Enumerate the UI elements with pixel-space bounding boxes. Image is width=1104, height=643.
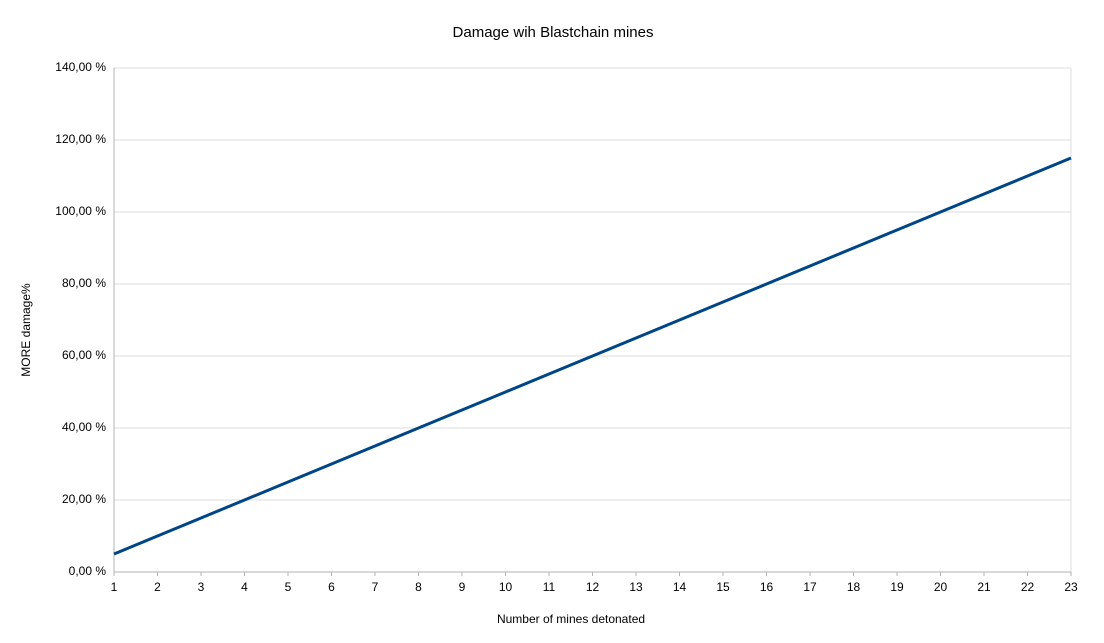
x-tick-label: 18 [847,580,861,594]
x-tick-label: 22 [1021,580,1035,594]
x-tick-label: 10 [499,580,513,594]
x-tick-label: 15 [716,580,730,594]
x-tick-label: 14 [673,580,687,594]
x-tick-label: 11 [543,580,556,594]
x-tick-label: 23 [1064,580,1078,594]
y-tick-label: 20,00 % [62,492,106,506]
y-tick-label: 0,00 % [69,564,107,578]
x-tick-label: 4 [241,580,248,594]
x-tick-label: 12 [586,580,600,594]
x-tick-label: 7 [372,580,379,594]
y-tick-label: 140,00 % [55,60,106,74]
x-axis-label: Number of mines detonated [497,612,645,626]
x-tick-label: 17 [803,580,817,594]
x-tick-label: 2 [154,580,161,594]
x-tick-label: 9 [459,580,466,594]
chart-title: Damage wih Blastchain mines [453,24,654,41]
x-tick-label: 3 [198,580,205,594]
y-tick-label: 80,00 % [62,276,106,290]
y-tick-label: 60,00 % [62,348,106,362]
x-tick-label: 1 [111,580,118,594]
x-tick-label: 20 [934,580,948,594]
x-tick-label: 6 [328,580,335,594]
x-tick-label: 5 [285,580,292,594]
y-tick-label: 120,00 % [55,132,106,146]
x-tick-label: 8 [415,580,422,594]
x-tick-label: 19 [890,580,904,594]
line-series [113,156,1072,556]
x-tick-label: 16 [760,580,774,594]
x-tick-label: 21 [977,580,991,594]
y-tick-label: 100,00 % [55,204,106,218]
y-tick-label: 40,00 % [62,420,106,434]
y-axis-label: MORE damage% [19,283,33,377]
x-tick-label: 13 [629,580,643,594]
